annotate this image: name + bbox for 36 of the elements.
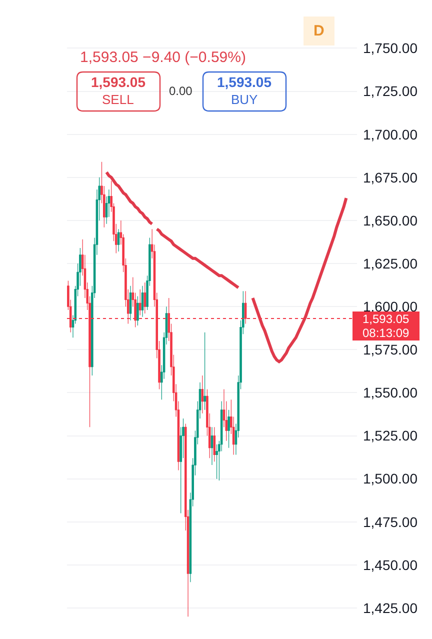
y-tick-label: 1,725.00 <box>363 83 418 100</box>
candlestick <box>144 282 146 314</box>
candlestick <box>216 444 218 480</box>
y-tick-label: 1,650.00 <box>363 212 418 228</box>
y-tick-label: 1,500.00 <box>363 470 418 487</box>
annotation: 1,593.05 <box>91 74 146 90</box>
candlestick <box>213 426 216 462</box>
annotation: 1,593.05 −9.40 (−0.59%) <box>80 49 246 66</box>
y-tick-label: 1,425.00 <box>363 600 418 616</box>
annotation: SELL <box>102 92 134 107</box>
annotation: BUY <box>231 92 258 107</box>
y-tick-label: 1,700.00 <box>363 126 418 142</box>
candlestick <box>138 289 142 316</box>
y-tick-label: 1,750.00 <box>363 40 418 56</box>
candlestick <box>141 286 144 318</box>
line-series <box>251 196 348 364</box>
candlestick <box>136 296 139 326</box>
annotation: D <box>314 22 324 40</box>
annotation: 1,593.05 <box>217 74 272 90</box>
y-tick-label: 1,475.00 <box>363 514 418 530</box>
candlestick <box>129 286 132 321</box>
y-tick-label: 1,525.00 <box>363 428 418 444</box>
candlestick <box>204 332 206 410</box>
y-tick-label: 1,575.00 <box>363 342 418 358</box>
candlestick <box>210 426 214 466</box>
y-tick-label: 1,550.00 <box>363 384 418 401</box>
candlestick <box>117 228 120 252</box>
y-tick-label: 1,450.00 <box>363 556 418 573</box>
y-tick-label: 1,600.00 <box>363 298 418 314</box>
annotation: 0.00 <box>169 84 193 98</box>
y-tick-label: 1,675.00 <box>363 169 418 186</box>
ref-line-label: 1,593.05 <box>362 312 410 326</box>
y-tick-label: 1,625.00 <box>363 255 418 272</box>
text: 08:13:09 <box>362 326 410 340</box>
candlestick <box>228 410 230 448</box>
candlestick <box>201 375 204 414</box>
